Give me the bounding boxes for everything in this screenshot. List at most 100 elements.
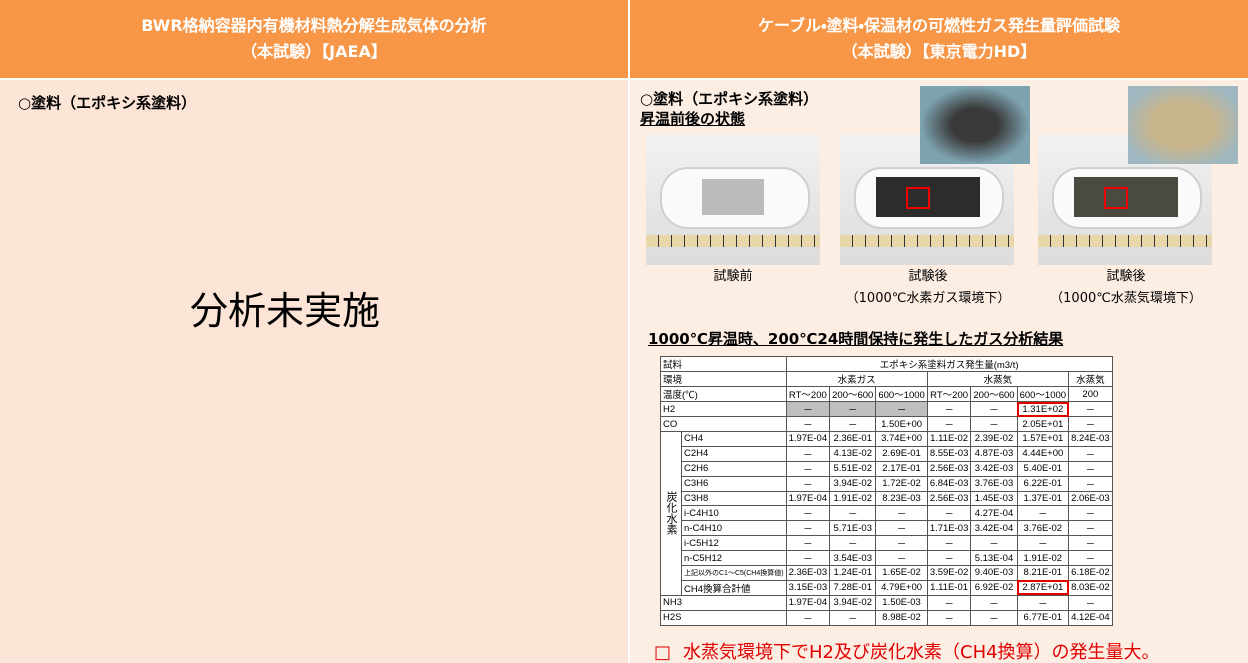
cell: 6.22E-01 — [1016, 475, 1070, 492]
cell: － — [1016, 594, 1070, 611]
cell: 200～600 — [970, 386, 1018, 402]
gas-table: 試料 エポキシ系塗料ガス発生量(m3/t) 環境 水素ガス 水蒸気 水蒸気 温度(℃) R… — [660, 356, 1113, 626]
cell: 4.27E-04 — [970, 505, 1018, 521]
cell: H2 — [660, 401, 787, 417]
cell: 3.76E-02 — [1016, 520, 1070, 536]
cell: － — [926, 416, 972, 432]
cell: － — [829, 505, 877, 521]
cell: － — [875, 520, 928, 536]
cell: エポキシ系塗料ガス発生量(m3/t) — [785, 356, 1113, 372]
caption-line: 試験前 — [713, 269, 753, 284]
cell: 9.40E-03 — [970, 565, 1018, 581]
cell: RT～200 — [926, 386, 972, 402]
cell: － — [1068, 520, 1113, 536]
cell: － — [970, 401, 1018, 417]
cell: n-C5H12 — [681, 550, 787, 566]
cell: 2.36E-03 — [785, 565, 831, 581]
caption-line: （1000℃水素ガス環境下） — [845, 291, 1011, 306]
cell: － — [970, 535, 1018, 551]
heading: ○塗料（エポキシ系塗料） — [640, 90, 819, 108]
cell: － — [785, 460, 831, 477]
cell: 3.94E-02 — [829, 594, 877, 611]
cell: 試料 — [660, 356, 787, 372]
cell: NH3 — [660, 594, 787, 611]
heading: ○塗料（エポキシ系塗料） — [18, 94, 197, 112]
cell: CH4換算合計値 — [681, 579, 787, 596]
cell: i-C5H12 — [681, 535, 787, 551]
cell: RT～200 — [785, 386, 831, 402]
cell: 炭化水素 — [660, 431, 682, 596]
cell: － — [785, 416, 831, 432]
cell: 1.11E-02 — [926, 431, 972, 447]
cell: － — [1068, 535, 1113, 551]
cell: 3.59E-02 — [926, 565, 972, 581]
cell: 4.87E-03 — [970, 445, 1018, 462]
cell: 6.77E-01 — [1016, 609, 1070, 626]
cell: 200 — [1068, 386, 1113, 402]
cell: 1.37E-01 — [1016, 490, 1070, 506]
row: n-C4H10 － 5.71E-03 － 1.71E-03 3.42E-04 3.76E-0… — [661, 520, 1113, 536]
cell: 2.69E-01 — [875, 445, 928, 462]
cell: 600～1000 — [875, 386, 928, 402]
cell: 1.91E-02 — [1016, 550, 1070, 566]
cell: － — [970, 594, 1018, 611]
cell: 1.24E-01 — [829, 565, 877, 581]
row: 炭化水素 CH4 1.97E-04 2.36E-01 3.74E+00 1.11E-02 2… — [660, 431, 1113, 596]
cell: 1.71E-03 — [926, 520, 972, 536]
row: H2 －－－－－ 1.31E+02 － — [660, 401, 1113, 417]
row: C2H4 － 4.13E-02 2.69E-01 8.55E-03 4.87E-03 4.4… — [661, 445, 1113, 462]
marker: □ — [654, 642, 672, 663]
cell: － — [926, 594, 972, 611]
cell: 上記以外のC1～C5(CH4換算値) — [681, 565, 787, 581]
cell: 3.74E+00 — [875, 431, 928, 447]
cell: － — [926, 401, 972, 417]
cell: 600～1000 — [1016, 386, 1070, 402]
caption: 試験前 — [633, 266, 833, 288]
cell: 水蒸気 — [1068, 371, 1113, 387]
cell: － — [829, 609, 877, 626]
cell: 1.50E+00 — [875, 416, 928, 432]
cell: 4.13E-02 — [829, 445, 877, 462]
cell: 温度(℃) — [660, 386, 787, 402]
cell: 7.28E-01 — [829, 579, 877, 596]
cell: 6.18E-02 — [1068, 565, 1113, 581]
cell: 4.12E-04 — [1068, 609, 1113, 626]
subheading: 昇温前後の状態 — [640, 110, 746, 128]
cell: 2.87E+01 — [1016, 579, 1070, 596]
cell: 水蒸気 — [926, 371, 1070, 387]
header-line: ケーブル・塗料・保温材の可燃性ガス発生量評価試験 — [758, 16, 1120, 35]
cell: 2.56E-03 — [926, 490, 972, 506]
cell: 1.45E-03 — [970, 490, 1018, 506]
cell: 1.50E-03 — [875, 594, 928, 611]
row: n-C5H12 － 3.54E-03 －－ 5.13E-04 1.91E-02 － — [661, 550, 1113, 566]
table-title: 1000℃昇温時、200℃24時間保持に発生したガス分析結果 — [648, 330, 1064, 348]
right-panel: ○塗料（エポキシ系塗料） 昇温前後の状態 試験前 試験後 （1000℃水素ガス環境… — [630, 80, 1248, 663]
cell: － — [875, 505, 928, 521]
cell: 6.84E-03 — [926, 475, 972, 492]
row: C3H6 － 3.94E-02 1.72E-02 6.84E-03 3.76E-03 6.2… — [661, 475, 1113, 492]
left-panel: ○塗料（エポキシ系塗料） 分析未実施 — [0, 80, 628, 663]
cell: － — [785, 505, 831, 521]
header-line: BWR格納容器内有機材料熱分解生成気体の分析 — [141, 16, 487, 35]
cell: － — [1068, 401, 1113, 417]
cell: － — [785, 445, 831, 462]
caption: 試験後 （1000℃水素ガス環境下） — [828, 266, 1028, 310]
cell: 5.71E-03 — [829, 520, 877, 536]
cell: 1.72E-02 — [875, 475, 928, 492]
cell: C3H8 — [681, 490, 787, 506]
cell: 2.17E-01 — [875, 460, 928, 477]
caption: 試験後 （1000℃水蒸気環境下） — [1026, 266, 1226, 310]
cell: － — [785, 550, 831, 566]
cell: n-C4H10 — [681, 520, 787, 536]
cell: － — [829, 416, 877, 432]
cell: － — [785, 520, 831, 536]
cell: － — [829, 401, 877, 417]
cell: － — [1068, 475, 1113, 492]
caption-line: 試験後 — [1106, 269, 1146, 284]
cell: － — [1016, 505, 1070, 521]
cell: － — [926, 505, 972, 521]
cell: － — [970, 416, 1018, 432]
cell: － — [785, 535, 831, 551]
cell: － — [875, 550, 928, 566]
